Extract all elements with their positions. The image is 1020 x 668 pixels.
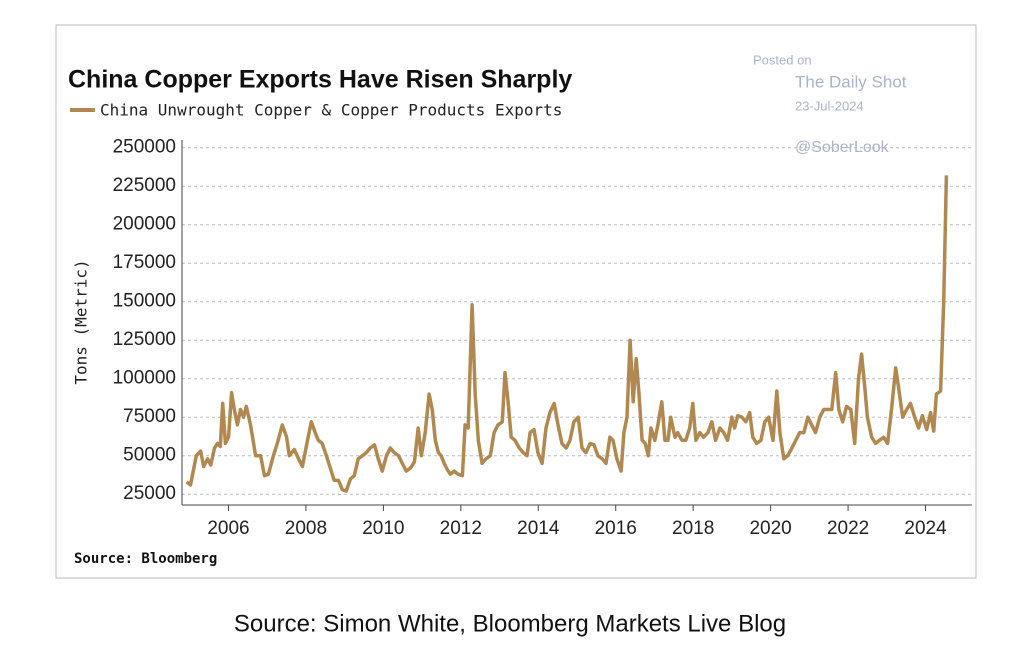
y-tick-label: 150000 [113, 291, 176, 312]
chart-frame [55, 24, 977, 579]
y-tick-label: 75000 [123, 406, 176, 427]
y-tick-label: 175000 [113, 252, 176, 273]
y-tick-label: 225000 [113, 175, 176, 196]
x-tick-label: 2020 [749, 518, 791, 539]
x-tick-label: 2022 [827, 518, 869, 539]
y-tick-label: 200000 [113, 214, 176, 235]
data-line [185, 175, 949, 493]
watermark: Posted on [753, 52, 812, 67]
y-tick-label: 125000 [113, 329, 176, 350]
y-tick-label: 50000 [123, 445, 176, 466]
y-tick-label: 250000 [113, 137, 176, 158]
x-tick-label: 2016 [595, 518, 637, 539]
y-tick-label: 25000 [123, 483, 176, 504]
caption: Source: Simon White, Bloomberg Markets L… [234, 610, 786, 637]
x-tick-label: 2010 [362, 518, 404, 539]
x-tick-label: 2018 [672, 518, 714, 539]
x-tick-label: 2012 [440, 518, 482, 539]
watermark: 23-Jul-2024 [795, 98, 864, 113]
y-axis-label: Tons (Metric) [72, 259, 91, 384]
watermark: The Daily Shot [795, 72, 907, 91]
x-tick-label: 2014 [517, 518, 560, 539]
source-note: Source: Bloomberg [74, 551, 217, 567]
x-tick-label: 2024 [904, 518, 947, 539]
chart-title: China Copper Exports Have Risen Sharply [68, 66, 572, 94]
y-tick-label: 100000 [113, 368, 176, 389]
legend-label: China Unwrought Copper & Copper Products… [100, 101, 562, 120]
x-tick-label: 2006 [207, 518, 249, 539]
x-tick-label: 2008 [285, 518, 327, 539]
